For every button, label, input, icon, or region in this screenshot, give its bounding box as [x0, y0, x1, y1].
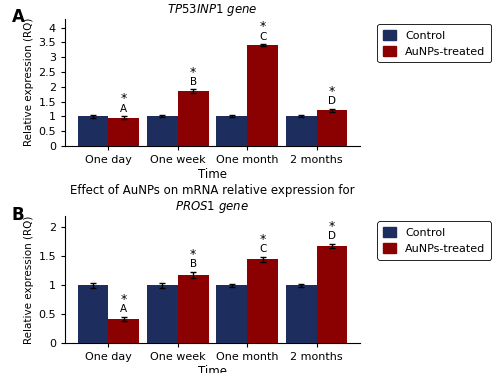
Bar: [286, 285, 316, 343]
Text: B: B: [12, 206, 24, 224]
Text: A: A: [120, 304, 128, 314]
Text: *: *: [120, 93, 127, 106]
Y-axis label: Relative expression (RQ): Relative expression (RQ): [24, 215, 34, 344]
Legend: Control, AuNPs-treated: Control, AuNPs-treated: [378, 24, 491, 62]
Text: A: A: [12, 9, 25, 26]
Text: *: *: [120, 293, 127, 306]
Bar: [78, 285, 108, 343]
Bar: [316, 246, 348, 343]
Text: D: D: [328, 231, 336, 241]
Bar: [147, 116, 178, 146]
Text: B: B: [190, 77, 197, 87]
Y-axis label: Relative expression (RQ): Relative expression (RQ): [24, 18, 34, 147]
Bar: [316, 110, 348, 146]
Bar: [216, 116, 247, 146]
Text: *: *: [190, 66, 196, 79]
Text: *: *: [260, 233, 266, 246]
Bar: [286, 116, 316, 146]
Text: *: *: [190, 248, 196, 261]
Legend: Control, AuNPs-treated: Control, AuNPs-treated: [378, 222, 491, 260]
Title: Effect of AuNPs on mRNA relative expression for
$\it{TP53INP1\ gene}$: Effect of AuNPs on mRNA relative express…: [70, 0, 355, 18]
Bar: [178, 91, 208, 146]
Bar: [108, 118, 139, 146]
Text: A: A: [120, 104, 128, 114]
Text: *: *: [329, 220, 335, 233]
Text: *: *: [260, 20, 266, 33]
Text: D: D: [328, 96, 336, 106]
Bar: [247, 259, 278, 343]
Bar: [247, 45, 278, 146]
Bar: [78, 116, 108, 146]
Bar: [108, 319, 139, 343]
Bar: [216, 285, 247, 343]
Bar: [147, 285, 178, 343]
X-axis label: Time: Time: [198, 365, 227, 373]
Text: B: B: [190, 260, 197, 269]
Text: C: C: [259, 32, 266, 41]
Bar: [178, 275, 208, 343]
Text: C: C: [259, 244, 266, 254]
Title: Effect of AuNPs on mRNA relative expression for
$\it{PROS1\ gene}$: Effect of AuNPs on mRNA relative express…: [70, 184, 355, 215]
X-axis label: Time: Time: [198, 168, 227, 181]
Text: *: *: [329, 85, 335, 98]
